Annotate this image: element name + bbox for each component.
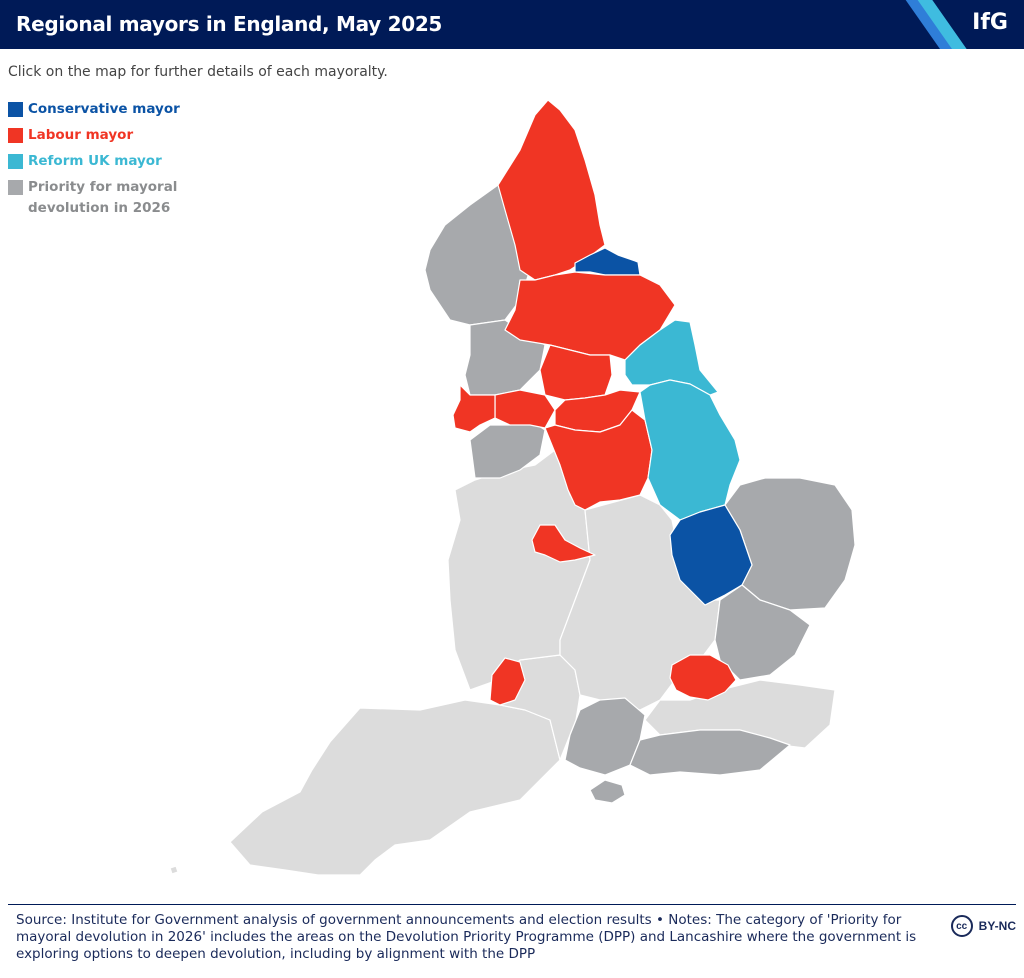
page-title: Regional mayors in England, May 2025 [16,12,443,36]
map-region-cambridgeshire[interactable] [669,504,753,606]
legend-swatch [8,154,23,169]
footer-divider [8,904,1016,905]
license-badge: cc BY-NC [950,915,1016,937]
legend-swatch [8,102,23,117]
legend-item-reform: Reform UK mayor [8,153,180,172]
map-region-scilly[interactable] [169,865,179,875]
header-bar: Regional mayors in England, May 2025 IfG [0,0,1024,49]
legend-item-priority: Priority for mayoral devolution in 2026 [8,179,180,219]
map-region-greater-manchester[interactable] [494,389,556,429]
map-region-liverpool[interactable] [452,384,496,433]
map-region-cheshire[interactable] [469,419,546,479]
map-region-sussex[interactable] [629,729,791,776]
map-region-isle-of-wight[interactable] [589,779,626,804]
legend-swatch [8,128,23,143]
legend: Conservative mayor Labour mayor Reform U… [8,101,180,226]
legend-item-conservative: Conservative mayor [8,101,180,120]
map-region-essex[interactable] [714,584,811,681]
ifg-logo: IfG [972,10,1008,35]
legend-item-labour: Labour mayor [8,127,180,146]
map-region-south-midlands[interactable] [559,494,721,711]
map-region-west-of-england[interactable] [489,657,526,706]
legend-label: Labour mayor [28,127,134,143]
map-region-greater-london[interactable] [669,654,737,701]
license-text: BY-NC [978,919,1016,933]
map-region-west-midlands-mayor[interactable] [531,524,596,563]
legend-label: Priority for mayoral devolution in 2026 [28,179,178,216]
england-map [169,99,856,876]
legend-label: Conservative mayor [28,101,180,117]
map-region-lincolnshire[interactable] [639,379,741,521]
map-region-north-east[interactable] [497,99,606,281]
map-region-south-west[interactable] [229,699,561,876]
map-region-hull-east-yorkshire[interactable] [624,319,719,396]
subtitle: Click on the map for further details of … [8,64,388,80]
legend-label: Reform UK mayor [28,153,162,169]
legend-swatch [8,180,23,195]
source-notes: Source: Institute for Government analysi… [16,912,917,962]
cc-icon: cc [950,915,973,937]
